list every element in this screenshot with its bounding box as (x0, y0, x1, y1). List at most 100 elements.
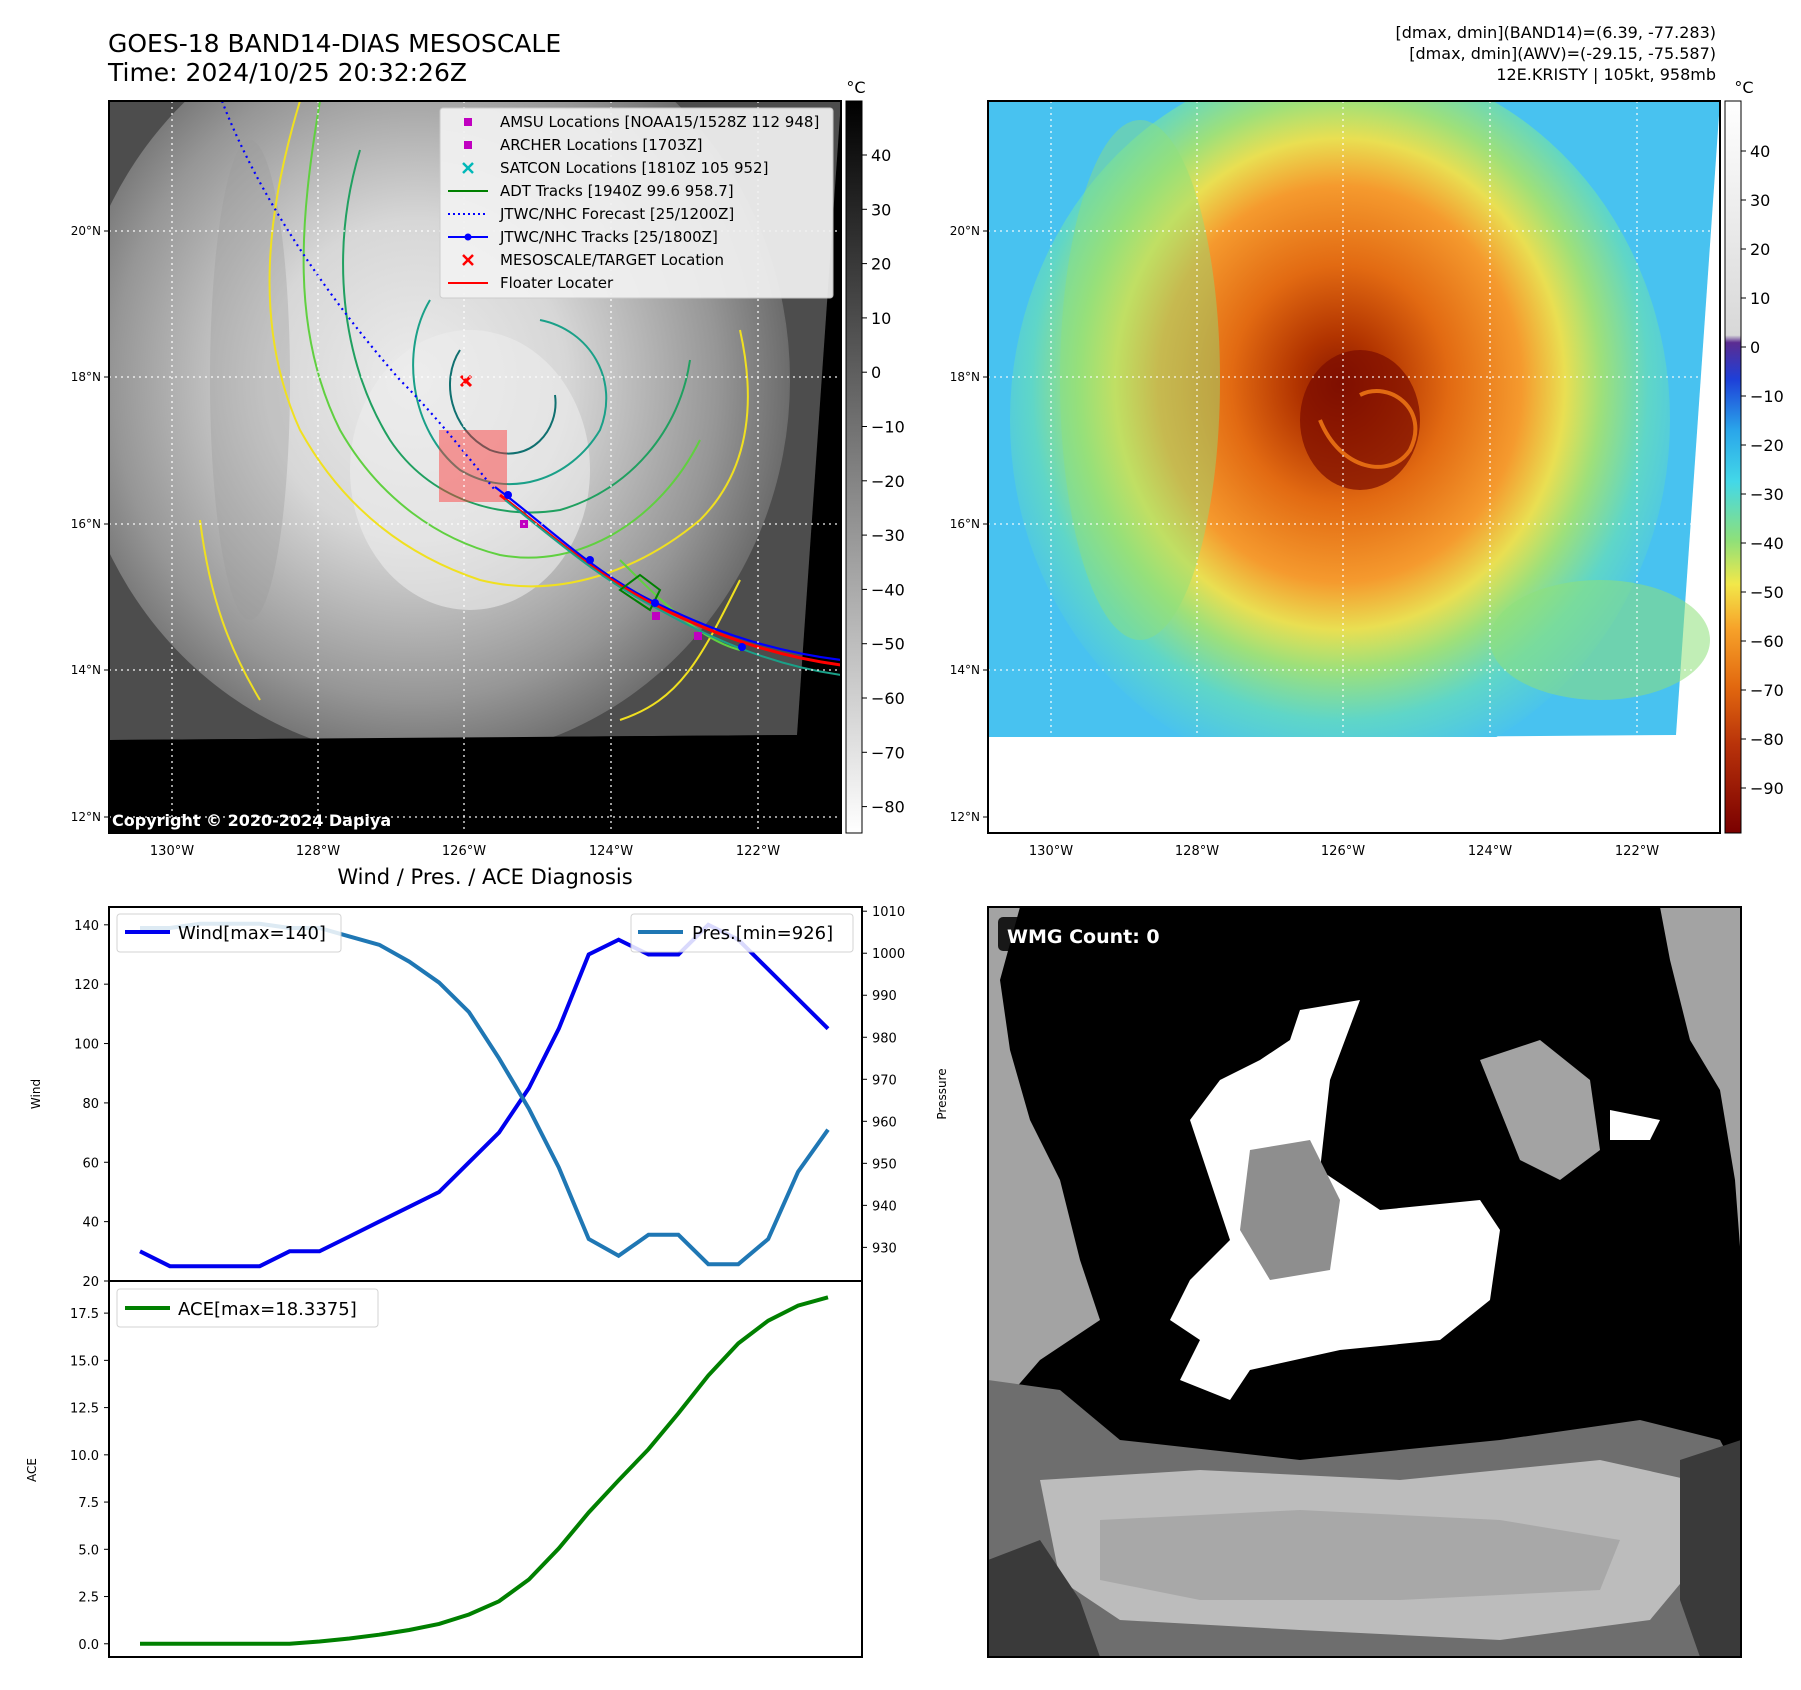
ir-colorbar-tick: 40 (871, 146, 891, 165)
pressure-axis-label: Pressure (935, 1068, 949, 1119)
ir-lon-tick: 124°W (589, 844, 633, 859)
pressure-tick-label: 960 (872, 1115, 897, 1130)
ace-tick-label: 2.5 (78, 1591, 99, 1606)
ace-chart: 0.0 2.5 5.0 7.5 10.0 12.5 15.0 17.5 ACE[max=18.3… (70, 1280, 863, 1658)
ir-colorbar-tick: 30 (871, 200, 891, 219)
legend-label: JTWC/NHC Tracks [25/1800Z] (499, 228, 718, 246)
ir-map-panel: Copyright © 2020-2024 Dapiya AMSU Locati… (108, 100, 842, 834)
wv-lon-tick: 124°W (1468, 844, 1512, 859)
wind-tick-label: 20 (82, 1275, 99, 1290)
diagnosis-title: Wind / Pres. / ACE Diagnosis (337, 865, 632, 889)
ir-legend: AMSU Locations [NOAA15/1528Z 112 948] ARC… (439, 107, 834, 299)
wmg-panel: WMG Count: 0 (987, 906, 1742, 1658)
wind-tick-label: 100 (74, 1038, 99, 1053)
ace-legend: ACE[max=18.3375] (116, 1288, 379, 1328)
legend-label: AMSU Locations [NOAA15/1528Z 112 948] (500, 113, 819, 131)
wv-colorbar-tick: 30 (1750, 191, 1770, 210)
legend-entry: JTWC/NHC Forecast [25/1200Z] (448, 205, 734, 223)
legend-entry: SATCON Locations [1810Z 105 952] (462, 159, 768, 177)
ir-lat-tick: 18°N (71, 370, 101, 384)
pressure-tick-label: 1010 (872, 905, 905, 920)
wv-lat-tick: 20°N (950, 224, 980, 238)
ace-tick-label: 15.0 (70, 1354, 99, 1369)
ace-axis-label: ACE (25, 1458, 39, 1482)
legend-entry: ARCHER Locations [1703Z] (464, 136, 703, 154)
wv-lon-tick: 128°W (1175, 844, 1219, 859)
ir-colorbar-unit: °C (846, 78, 865, 97)
wv-colorbar-tick: −50 (1750, 583, 1784, 602)
wv-map-panel (987, 100, 1721, 834)
wv-colorbar-tick: −40 (1750, 534, 1784, 553)
ir-lat-tick: 16°N (71, 517, 101, 531)
ir-colorbar-tick: −70 (871, 743, 905, 762)
legend-label: Floater Locater (500, 274, 614, 292)
ir-lat-tick: 20°N (71, 224, 101, 238)
wv-lat-tick: 16°N (950, 517, 980, 531)
ir-colorbar-tick: −10 (871, 418, 905, 437)
ir-lat-tick: 12°N (71, 810, 101, 824)
ir-lon-tick: 128°W (296, 844, 340, 859)
ir-colorbar: °C 40 30 20 10 0 −10 −20 −30 −40 −50 −60 −70 −80 (845, 78, 905, 834)
legend-entry: JTWC/NHC Tracks [25/1800Z] (448, 228, 718, 246)
ir-lon-tick: 130°W (150, 844, 194, 859)
legend-label: MESOSCALE/TARGET Location (500, 251, 724, 269)
ir-lat-tick: 14°N (71, 663, 101, 677)
pressure-legend: Pres.[min=926] (630, 913, 854, 953)
wind-tick-label: 120 (74, 978, 99, 993)
ace-tick-label: 12.5 (70, 1402, 99, 1417)
wv-lon-tick: 122°W (1615, 844, 1659, 859)
wv-colorbar-tick: −80 (1750, 730, 1784, 749)
copyright-text: Copyright © 2020-2024 Dapiya (112, 811, 391, 830)
pressure-tick-label: 1000 (872, 947, 905, 962)
ir-colorbar-tick: 10 (871, 309, 891, 328)
wind-tick-label: 140 (74, 919, 99, 934)
pressure-tick-label: 930 (872, 1241, 897, 1256)
pressure-tick-label: 940 (872, 1199, 897, 1214)
info-storm: 12E.KRISTY | 105kt, 958mb (1496, 65, 1716, 84)
legend-label: ARCHER Locations [1703Z] (500, 136, 703, 154)
wv-colorbar-tick: 0 (1750, 338, 1760, 357)
ir-lon-tick: 122°W (736, 844, 780, 859)
ir-colorbar-tick: −80 (871, 798, 905, 817)
wind-pressure-chart: 20 40 60 80 100 120 140 930 940 950 960 970 980 990 10… (74, 905, 905, 1290)
wv-lat-tick: 14°N (950, 663, 980, 677)
ace-legend-label: ACE[max=18.3375] (178, 1299, 357, 1320)
ace-series-line (140, 1295, 829, 1646)
figure-title: GOES-18 BAND14-DIAS MESOSCALE (108, 29, 561, 58)
wind-legend: Wind[max=140] (116, 913, 342, 953)
wv-lon-tick: 126°W (1321, 844, 1365, 859)
wv-colorbar-tick: −20 (1750, 436, 1784, 455)
wmg-count-label: WMG Count: 0 (1007, 926, 1160, 948)
legend-entry: ADT Tracks [1940Z 99.6 958.7] (448, 182, 734, 200)
legend-entry: MESOSCALE/TARGET Location (462, 251, 724, 269)
wv-colorbar-unit: °C (1734, 78, 1753, 97)
wv-lat-tick: 18°N (950, 370, 980, 384)
ir-colorbar-tick: −50 (871, 635, 905, 654)
legend-label: ADT Tracks [1940Z 99.6 958.7] (500, 182, 734, 200)
wind-axis-label: Wind (29, 1079, 43, 1109)
info-band14: [dmax, dmin](BAND14)=(6.39, -77.283) (1396, 23, 1717, 42)
ir-lon-tick: 126°W (442, 844, 486, 859)
pressure-tick-label: 950 (872, 1157, 897, 1172)
pressure-legend-label: Pres.[min=926] (692, 923, 833, 944)
legend-label: JTWC/NHC Forecast [25/1200Z] (499, 205, 734, 223)
ace-tick-label: 7.5 (78, 1496, 99, 1511)
wv-colorbar-tick: 40 (1750, 142, 1770, 161)
wv-lon-tick: 130°W (1029, 844, 1073, 859)
legend-entry: AMSU Locations [NOAA15/1528Z 112 948] (464, 113, 819, 131)
ir-colorbar-tick: −20 (871, 472, 905, 491)
wind-tick-label: 60 (82, 1156, 99, 1171)
legend-entry: Floater Locater (448, 274, 614, 292)
ir-colorbar-tick: 20 (871, 255, 891, 274)
wv-colorbar: °C 40 30 20 10 0 −10 −20 −30 −40 −50 −60 −70 −80 −90 (1724, 78, 1784, 834)
wv-colorbar-tick: −10 (1750, 387, 1784, 406)
legend-label: SATCON Locations [1810Z 105 952] (500, 159, 768, 177)
wv-colorbar-tick: −70 (1750, 681, 1784, 700)
ir-colorbar-tick: −30 (871, 526, 905, 545)
pressure-tick-label: 990 (872, 989, 897, 1004)
pressure-tick-label: 970 (872, 1073, 897, 1088)
ace-tick-label: 17.5 (70, 1307, 99, 1322)
wv-lat-tick: 12°N (950, 810, 980, 824)
wind-tick-label: 80 (82, 1097, 99, 1112)
